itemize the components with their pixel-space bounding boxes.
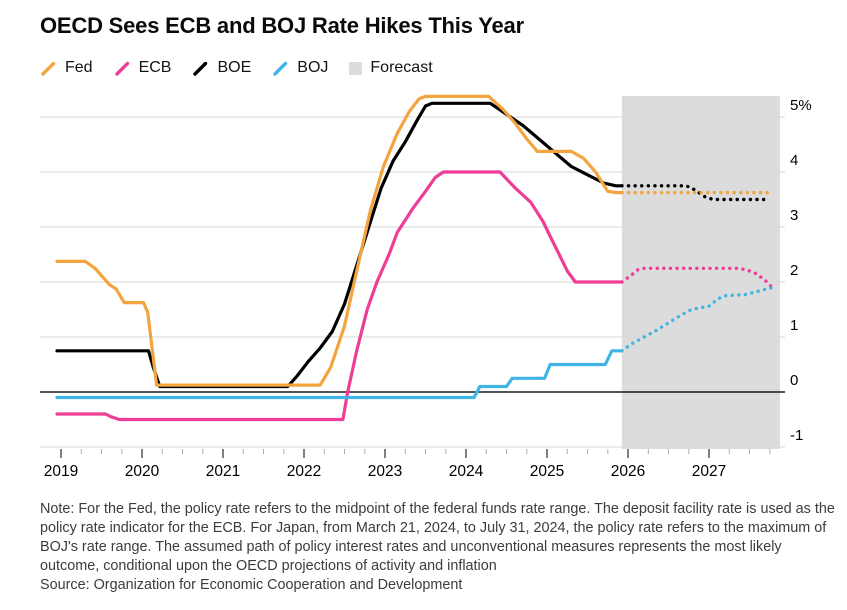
chart-note: Note: For the Fed, the policy rate refer…: [40, 501, 835, 574]
series-line-fed: [55, 94, 624, 387]
legend-label: BOJ: [297, 59, 329, 76]
legend-item-ecb: ECB: [114, 59, 172, 77]
legend-line-swatch-fed: [41, 61, 56, 76]
x-axis-label: 2024: [449, 463, 484, 480]
x-axis-label: 2023: [368, 463, 402, 480]
y-axis-label: 0: [790, 372, 798, 389]
legend-item-forecast: Forecast: [349, 59, 433, 77]
y-axis-label: 3: [790, 207, 798, 224]
chart-legend: Fed ECB BOE BOJ Forecast: [40, 59, 433, 77]
chart-title: OECD Sees ECB and BOJ Rate Hikes This Ye…: [40, 13, 524, 38]
legend-label: ECB: [138, 59, 172, 76]
x-axis-label: 2020: [125, 463, 160, 480]
y-axis-label: 5%: [790, 97, 812, 114]
x-axis-label: 2019: [44, 463, 78, 480]
legend-line-swatch-boj: [273, 61, 288, 76]
x-axis-label: 2026: [611, 463, 645, 480]
legend-item-fed: Fed: [40, 59, 93, 77]
y-axis-label: 4: [790, 152, 798, 169]
chart-source: Source: Organization for Economic Cooper…: [40, 577, 463, 593]
y-axis-label: 2: [790, 262, 798, 279]
series-line-ecb: [55, 170, 624, 422]
policy-rate-chart: 5% 4 3 2 1 0 -1 2019 2020 2021 2022 2023 2024 2025 202…: [40, 94, 812, 480]
legend-label: Forecast: [370, 59, 433, 76]
chart-note-block: Note: For the Fed, the policy rate refer…: [40, 500, 840, 595]
x-axis-label: 2025: [530, 463, 564, 480]
series-forecast-boj: [620, 285, 774, 353]
x-axis-label: 2022: [287, 463, 321, 480]
series-line-boe: [55, 101, 624, 389]
y-axis-label: -1: [790, 427, 803, 444]
legend-line-swatch-boe: [193, 61, 208, 76]
legend-item-boj: BOJ: [272, 59, 328, 77]
y-axis-label: 1: [790, 317, 798, 334]
forecast-band: [621, 96, 780, 449]
legend-label: BOE: [217, 59, 252, 76]
x-axis-label: 2027: [692, 463, 726, 480]
legend-item-boe: BOE: [192, 59, 251, 77]
legend-square-swatch-forecast: [349, 61, 363, 75]
legend-line-swatch-ecb: [114, 61, 129, 76]
series-line-boj: [55, 349, 624, 400]
x-axis-label: 2021: [206, 463, 240, 480]
legend-label: Fed: [65, 59, 93, 76]
